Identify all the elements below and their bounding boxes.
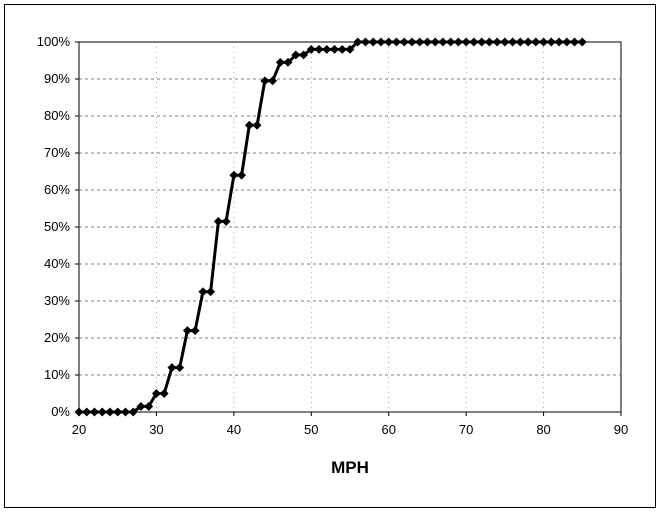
- data-point: [492, 37, 502, 47]
- data-point: [89, 407, 100, 417]
- data-point: [569, 37, 580, 47]
- x-tick-label: 80: [536, 422, 550, 437]
- y-tick-label: 80%: [44, 108, 70, 123]
- data-point: [136, 401, 146, 412]
- data-point: [244, 120, 254, 130]
- data-point: [260, 76, 270, 86]
- x-tick-label: 70: [459, 422, 473, 437]
- data-point: [175, 363, 185, 373]
- data-point: [275, 57, 285, 67]
- series-markers: [74, 37, 587, 417]
- y-tick-label: 60%: [44, 182, 70, 197]
- data-point: [82, 407, 92, 417]
- x-tick-label: 30: [149, 422, 163, 437]
- data-point: [453, 37, 463, 47]
- data-point: [182, 326, 192, 336]
- data-point: [298, 50, 309, 60]
- data-point: [461, 37, 471, 47]
- x-axis-ticks: 20 30 40 50 60 70 80 90: [72, 412, 628, 437]
- data-point: [167, 363, 177, 373]
- data-point: [469, 37, 479, 47]
- data-point: [221, 216, 231, 227]
- data-point: [128, 407, 138, 417]
- data-point: [159, 388, 169, 399]
- data-point: [415, 37, 425, 47]
- data-point: [151, 388, 161, 399]
- data-point: [484, 37, 494, 47]
- data-point: [120, 407, 131, 417]
- data-point: [198, 287, 208, 297]
- data-point: [252, 120, 262, 130]
- data-point: [539, 37, 549, 47]
- data-point: [213, 216, 223, 227]
- data-point: [368, 37, 378, 47]
- gridlines: [79, 42, 621, 412]
- data-point: [268, 76, 278, 86]
- data-point: [322, 44, 332, 54]
- data-point: [306, 44, 316, 54]
- data-point: [345, 44, 355, 54]
- data-point: [477, 37, 487, 47]
- y-tick-label: 70%: [44, 145, 70, 160]
- data-point: [237, 170, 247, 180]
- data-point: [113, 407, 123, 417]
- data-point: [430, 37, 440, 47]
- data-point: [546, 37, 556, 47]
- data-point: [531, 37, 541, 47]
- data-point: [190, 326, 200, 336]
- data-point: [407, 37, 417, 47]
- data-point: [283, 57, 293, 67]
- data-point: [353, 37, 363, 47]
- data-point: [446, 37, 456, 47]
- data-point: [515, 37, 525, 47]
- x-tick-label: 50: [304, 422, 318, 437]
- data-point: [523, 37, 533, 47]
- y-tick-label: 40%: [44, 256, 70, 271]
- data-point: [329, 44, 340, 54]
- data-point: [422, 37, 432, 47]
- data-point: [105, 407, 115, 417]
- y-tick-label: 100%: [37, 34, 71, 49]
- y-tick-label: 10%: [44, 367, 70, 382]
- data-point: [291, 50, 301, 60]
- data-point: [314, 44, 324, 54]
- y-tick-label: 30%: [44, 293, 70, 308]
- y-tick-label: 90%: [44, 71, 70, 86]
- data-point: [500, 37, 510, 47]
- data-point: [360, 37, 371, 47]
- data-point: [376, 37, 386, 47]
- data-point: [97, 407, 107, 417]
- data-point: [399, 37, 409, 47]
- y-axis-ticks: 0% 10% 20% 30% 40% 50% 60% 70% 80% 90% 100%: [37, 34, 79, 419]
- x-tick-label: 20: [72, 422, 86, 437]
- x-tick-label: 60: [381, 422, 395, 437]
- y-tick-label: 0%: [51, 404, 70, 419]
- data-point: [562, 37, 572, 47]
- x-tick-label: 90: [614, 422, 628, 437]
- x-tick-label: 40: [227, 422, 241, 437]
- data-point: [337, 44, 347, 54]
- y-tick-label: 20%: [44, 330, 70, 345]
- data-point: [577, 37, 587, 47]
- data-point: [206, 287, 216, 297]
- data-point: [554, 37, 564, 47]
- y-tick-label: 50%: [44, 219, 70, 234]
- data-point: [74, 407, 84, 417]
- x-axis-title: MPH: [331, 458, 369, 477]
- data-point: [144, 401, 154, 412]
- data-point: [391, 37, 402, 47]
- data-point: [438, 37, 448, 47]
- data-point: [229, 170, 239, 180]
- data-point: [384, 37, 394, 47]
- data-point: [508, 37, 518, 47]
